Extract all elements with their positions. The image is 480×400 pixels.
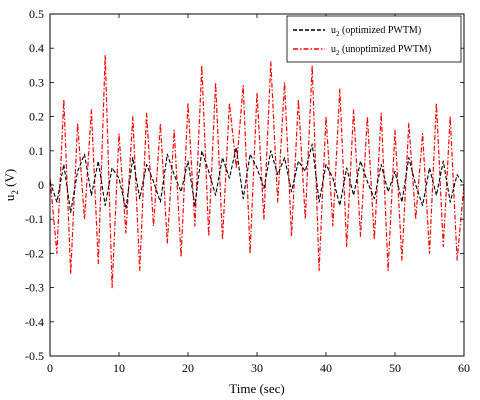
legend-box [286,15,462,63]
series-line-unoptimized [50,54,464,289]
x-tick-label: 0 [47,361,53,375]
y-axis-label-unit: (V) [2,169,17,190]
y-tick-label: 0.1 [29,144,44,158]
y-axis-label: u2 (V) [2,169,20,201]
y-tick-label: -0.3 [25,281,44,295]
y-tick-label: -0.4 [25,315,44,329]
y-tick-label: -0.2 [25,246,44,260]
legend-optimized-base: u [331,25,336,36]
legend-unoptimized-base: u [331,44,336,55]
x-tick-label: 10 [113,361,125,375]
y-axis-label-subscript: 2 [10,190,20,195]
legend-optimized-subscript: 2 [336,30,340,38]
legend-unoptimized-subscript: 2 [336,49,340,57]
x-tick-label: 30 [251,361,263,375]
series-line-optimized [50,143,464,213]
y-tick-label: 0 [38,178,44,192]
y-tick-label: -0.1 [25,212,44,226]
legend-unoptimized-text: (unoptimized PWTM) [340,44,432,55]
x-tick-label: 40 [320,361,332,375]
y-tick-label: 0.3 [29,75,44,89]
x-tick-label: 60 [458,361,470,375]
x-axis-label: Time (sec) [229,381,285,396]
y-axis-label-base: u [2,194,17,201]
x-tick-label: 20 [182,361,194,375]
y-tick-label: 0.5 [29,7,44,21]
y-axis: -0.5 -0.4 -0.3 -0.2 -0.1 0 0.1 0.2 0.3 0.4 0.5 [25,7,464,363]
legend-optimized-text: (optimized PWTM) [340,25,422,36]
y-tick-label: 0.4 [29,41,44,55]
legend-label-optimized: u2 (optimized PWTM) [331,25,421,38]
series-layer [50,54,464,289]
x-axis: 0 10 20 30 40 50 60 [47,14,470,375]
y-tick-label: 0.2 [29,110,44,124]
x-tick-label: 50 [389,361,401,375]
legend-label-unoptimized: u2 (unoptimized PWTM) [331,44,431,57]
legend: u2 (optimized PWTM) u2 (unoptimized PWTM… [286,15,462,63]
y-tick-label: -0.5 [25,349,44,363]
